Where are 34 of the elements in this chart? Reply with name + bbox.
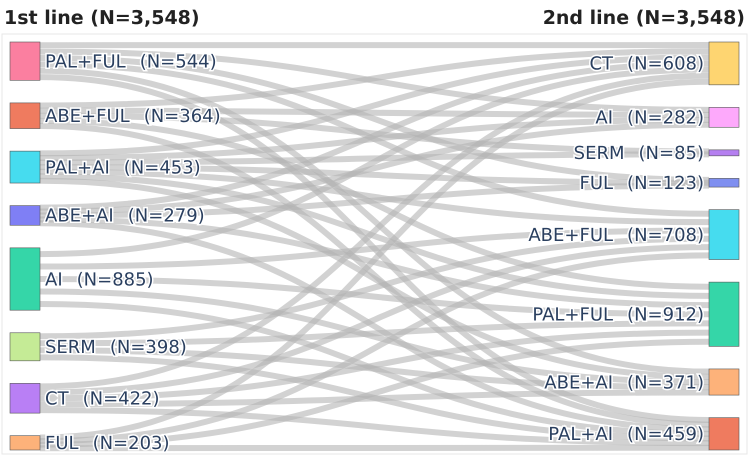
category-label: AI xyxy=(45,269,63,290)
category-label: FUL xyxy=(45,433,79,454)
data-label: (N=364) xyxy=(144,106,221,128)
data-label: (N=279) xyxy=(128,206,205,227)
data-label: (N=544) xyxy=(140,51,217,72)
data-label: (N=608) xyxy=(627,54,704,75)
data-label: (N=123) xyxy=(627,173,704,194)
data-label: (N=422) xyxy=(82,388,160,410)
category-label: ABE+FUL xyxy=(45,106,130,128)
category-label: ABE+FUL xyxy=(528,224,614,246)
data-label: (N=912) xyxy=(627,304,704,326)
category-label: PAL+FUL xyxy=(532,304,614,326)
category-label: PAL+AI xyxy=(45,157,110,178)
data-label: (N=885) xyxy=(76,269,154,290)
data-label: (N=282) xyxy=(627,108,704,129)
category-label: CT xyxy=(589,54,614,75)
data-label: (N=708) xyxy=(627,224,704,246)
data-label: (N=85) xyxy=(638,143,704,164)
category-label: PAL+FUL xyxy=(45,51,126,72)
category-label: SERM xyxy=(574,143,624,164)
text: 1st line (N=3,548) xyxy=(4,7,200,29)
category-label: CT xyxy=(45,388,70,410)
data-label: (N=371) xyxy=(627,372,704,394)
data-label: (N=459) xyxy=(627,424,704,446)
category-label: PAL+AI xyxy=(548,424,614,446)
category-label: AI xyxy=(595,108,614,129)
category-label: ABE+AI xyxy=(45,206,114,227)
data-label: (N=453) xyxy=(124,157,201,178)
data-label: (N=398) xyxy=(110,337,187,358)
text: 2nd line (N=3,548) xyxy=(542,7,745,29)
category-label: ABE+AI xyxy=(544,372,614,394)
category-label: FUL xyxy=(579,173,614,194)
data-label: (N=203) xyxy=(92,433,170,454)
category-label: SERM xyxy=(45,337,96,358)
